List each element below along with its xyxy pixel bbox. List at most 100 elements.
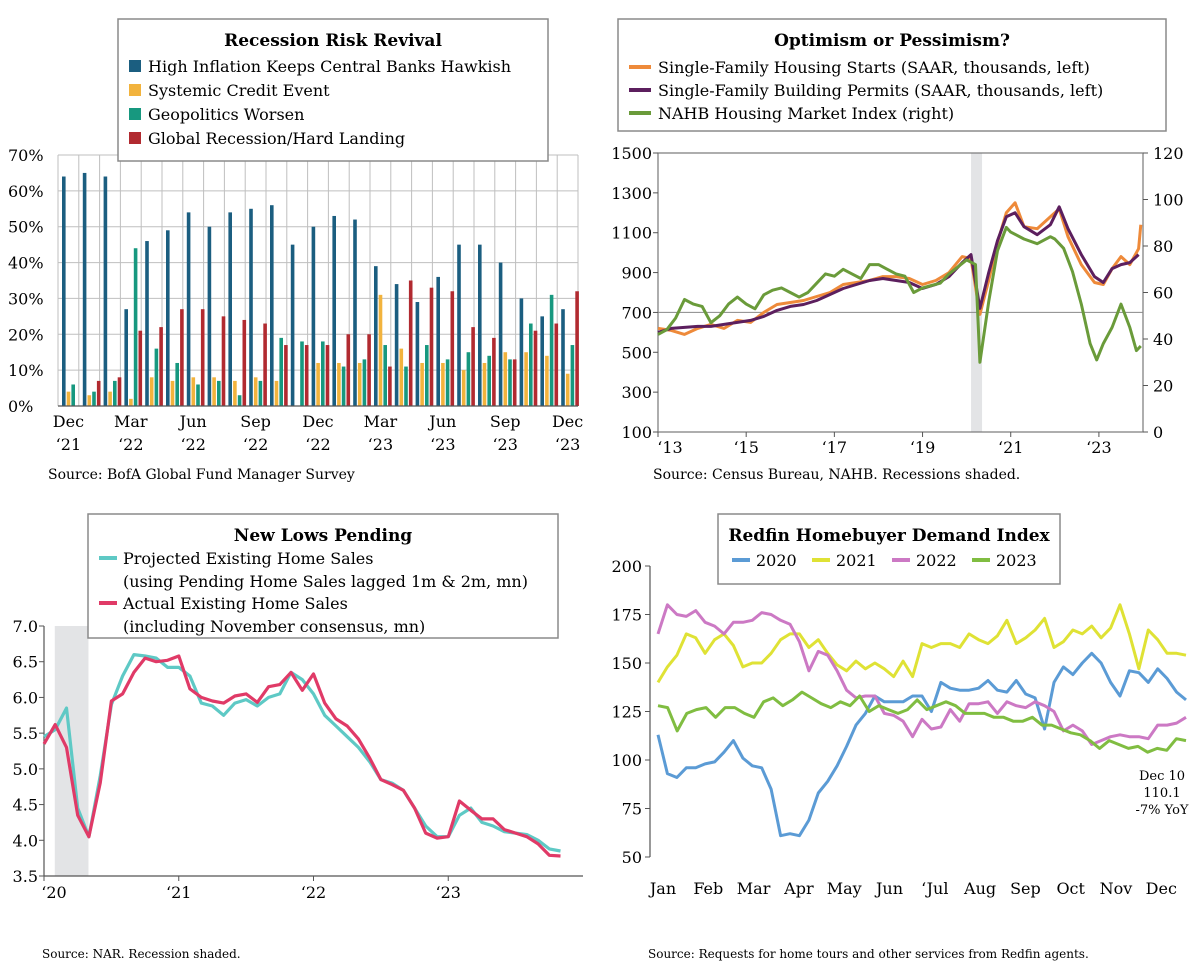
y-tick-label: 20%: [8, 325, 44, 344]
x-tick-label: ‘22: [305, 435, 330, 454]
y-left-tick-label: 1300: [611, 184, 652, 203]
bar: [180, 309, 184, 406]
source-redfin: Source: Requests for home tours and othe…: [648, 947, 1089, 961]
bar: [321, 341, 325, 406]
bar: [529, 323, 533, 406]
legend-label-detail: (including November consensus, mn): [123, 617, 425, 636]
bar: [217, 380, 221, 406]
y-tick-label: 5.0: [13, 760, 38, 779]
bar: [117, 377, 122, 406]
panel-housing: 100 300 500 700 900 1100 1300 1500 0 20 40 60 80 100 1…: [600, 0, 1200, 500]
x-tick-label: ‘21: [998, 438, 1023, 457]
bar: [549, 294, 554, 406]
series-line: [657, 225, 1142, 364]
bar: [166, 230, 170, 406]
x-tick-label: Sep: [490, 412, 521, 431]
x-tick-label: Nov: [1100, 879, 1133, 898]
bar: [461, 370, 466, 406]
bar: [561, 309, 565, 406]
y-right-tick-label: 20: [1153, 377, 1173, 396]
bar: [374, 266, 378, 406]
bar: [533, 330, 538, 406]
annotation-label: Dec 10: [1139, 769, 1185, 784]
y-tick-label: 3.5: [13, 867, 38, 886]
bar: [92, 391, 96, 406]
y-left-tick-label: 700: [621, 303, 652, 322]
legend-label: Actual Existing Home Sales: [122, 594, 348, 613]
bar: [332, 215, 336, 406]
y-right-tick-label: 80: [1153, 237, 1173, 256]
x-tick-label: ‘17: [822, 438, 847, 457]
bar: [191, 377, 196, 406]
y-tick-label: 50%: [8, 218, 44, 237]
x-tick-label: Dec: [53, 412, 84, 431]
bar: [346, 334, 351, 406]
bar: [108, 391, 112, 406]
y-tick-label: 4.0: [13, 831, 38, 850]
x-tick-label: ‘15: [733, 438, 758, 457]
y-tick-label: 175: [611, 606, 642, 625]
bar: [233, 380, 237, 406]
bar: [200, 309, 205, 406]
legend-home-sales-title: New Lows Pending: [234, 526, 413, 546]
bar: [221, 316, 226, 406]
bar: [436, 276, 440, 406]
bar: [149, 377, 154, 406]
x-tick-label: Mar: [737, 879, 771, 898]
legend-label: 2022: [916, 551, 957, 570]
bar: [304, 345, 309, 406]
annotation-label: 110.1: [1143, 786, 1180, 801]
series-line: [657, 205, 1140, 334]
bar: [487, 355, 491, 406]
y-tick-label: 6.0: [13, 688, 38, 707]
x-tick-label: Sep: [1010, 879, 1041, 898]
bar: [82, 172, 87, 406]
bar: [337, 362, 341, 406]
legend-label: NAHB Housing Market Index (right): [658, 104, 954, 123]
y-tick-label: 150: [611, 654, 642, 673]
y-right-tick-label: 60: [1153, 284, 1173, 303]
legend-swatch: [129, 108, 141, 120]
legend-label: Projected Existing Home Sales: [123, 549, 373, 568]
x-tick-label: ‘21: [166, 883, 191, 902]
bar: [284, 345, 288, 406]
bar: [325, 345, 330, 406]
x-tick-label: Jun: [427, 412, 456, 431]
series-line: [656, 603, 1187, 684]
bar: [425, 345, 429, 406]
legend-label: Geopolitics Worsen: [148, 105, 304, 124]
legend-recession-risk-title: Recession Risk Revival: [224, 31, 442, 51]
panel-home-sales: 3.5 4.0 4.5 5.0 5.5 6.0 6.5 7.0 ‘20 ‘21 ‘22 ‘23 New …: [0, 500, 600, 969]
bar: [300, 341, 304, 406]
x-tick-label: Oct: [1056, 879, 1085, 898]
y-right-tick-label: 40: [1153, 330, 1173, 349]
x-tick-label: Sep: [240, 412, 271, 431]
y-left-tick-label: 300: [621, 383, 652, 402]
bar: [492, 337, 496, 406]
y-tick-label: 7.0: [13, 617, 38, 636]
x-tick-label: Jun: [178, 412, 207, 431]
bar: [362, 359, 367, 406]
y-left-tick-label: 100: [621, 423, 652, 442]
bar: [279, 337, 283, 406]
bar: [237, 395, 242, 406]
y-tick-label: 0%: [8, 397, 33, 416]
bar: [512, 359, 517, 406]
bar: [103, 176, 108, 406]
bar: [196, 384, 200, 406]
y-tick-label: 30%: [8, 289, 44, 308]
x-tick-label: ‘22: [301, 883, 326, 902]
x-tick-label: Dec: [552, 412, 583, 431]
x-tick-label: ‘23: [492, 435, 517, 454]
bar: [62, 176, 66, 406]
bar: [175, 362, 179, 406]
bar: [353, 219, 357, 406]
bar: [290, 244, 295, 406]
bar: [478, 244, 482, 406]
bar: [133, 248, 138, 406]
bar: [498, 262, 503, 406]
bar: [388, 366, 392, 406]
legend-swatch: [129, 132, 141, 144]
y-left-tick-label: 900: [621, 264, 652, 283]
x-tick-label: ‘22: [243, 435, 268, 454]
